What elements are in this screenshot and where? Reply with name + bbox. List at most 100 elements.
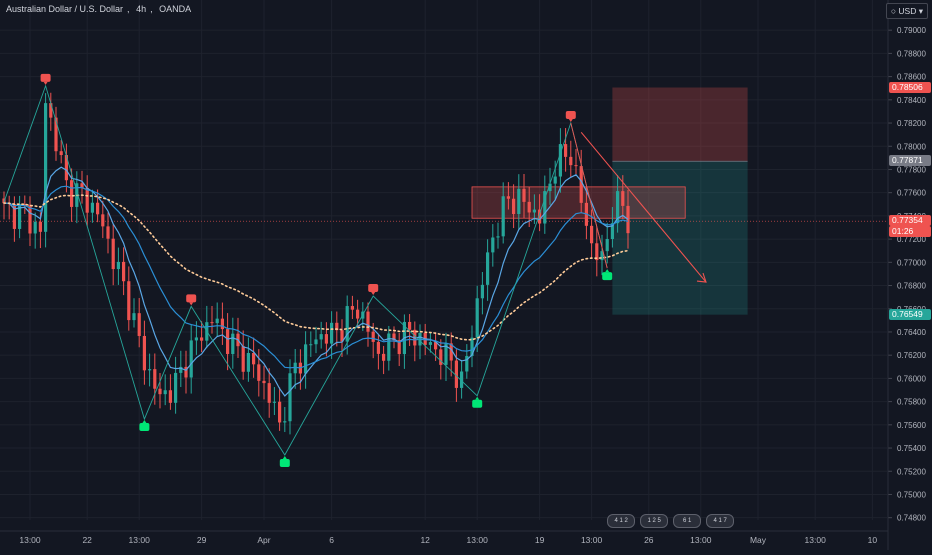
pivot-high-pointer <box>189 302 194 306</box>
candle-body <box>272 401 276 403</box>
countdown-tag: 01:26 <box>889 226 931 238</box>
symbol-header: Australian Dollar / U.S. Dollar, 4h, OAN… <box>6 4 192 14</box>
price-tag: 0.76549 <box>889 308 931 320</box>
y-tick-label: 0.76000 <box>897 374 926 383</box>
candle <box>288 359 292 435</box>
y-tick-label: 0.78400 <box>897 96 926 105</box>
pivot-high-pointer <box>43 81 48 85</box>
candle-body <box>465 355 469 372</box>
candle <box>486 239 490 301</box>
candle-body <box>564 144 568 157</box>
candle <box>122 247 126 296</box>
candle <box>148 353 152 387</box>
pivot-high-marker <box>40 73 51 82</box>
candle-body <box>387 333 391 361</box>
candle-body <box>512 198 516 215</box>
candle-body <box>434 342 438 350</box>
candle <box>101 200 105 239</box>
candle-body <box>116 261 120 270</box>
candle-body <box>158 388 162 395</box>
x-tick-label: 13:00 <box>19 535 41 545</box>
pivot-low-marker <box>279 459 290 467</box>
candle-body <box>122 261 126 282</box>
candle <box>236 317 240 358</box>
candle <box>501 182 505 244</box>
candle-body <box>439 349 443 365</box>
candle-body <box>350 306 354 310</box>
pivot-high-marker <box>368 283 379 292</box>
candle-body <box>480 284 484 299</box>
candle <box>480 272 484 315</box>
candle-body <box>579 166 583 203</box>
pivot-high-marker <box>565 111 576 120</box>
candle <box>184 350 188 394</box>
candle-body <box>527 201 531 213</box>
y-tick-label: 0.75200 <box>897 467 926 476</box>
pivot-low-pointer <box>475 396 480 400</box>
candle <box>314 326 318 354</box>
candle <box>44 93 48 248</box>
candle <box>506 182 510 210</box>
candle <box>33 212 37 249</box>
candle-body <box>376 341 380 354</box>
candle <box>137 298 141 348</box>
candlesticks <box>2 92 630 435</box>
candle <box>522 173 526 218</box>
exchange-label: OANDA <box>159 4 192 14</box>
candle-body <box>324 334 328 344</box>
candle-body <box>475 298 479 338</box>
candle-body <box>64 155 68 181</box>
candle <box>257 349 261 397</box>
candle-body <box>246 352 250 372</box>
candle <box>246 337 250 382</box>
zigzag-pattern <box>3 73 707 467</box>
candle-body <box>621 191 625 206</box>
y-tick-label: 0.75000 <box>897 490 926 499</box>
candle-body <box>590 225 594 244</box>
candle <box>231 317 235 369</box>
candle-body <box>626 205 630 234</box>
y-tick-label: 0.78800 <box>897 49 926 58</box>
candle <box>512 184 516 229</box>
event-flag-icon[interactable]: 4 1 7 <box>706 514 735 528</box>
candle <box>158 372 162 409</box>
candle <box>595 227 599 277</box>
candle <box>220 302 224 345</box>
candle <box>470 325 474 368</box>
candle <box>252 337 256 378</box>
candle-body <box>309 344 313 346</box>
candle-body <box>517 188 521 215</box>
candle <box>543 175 547 234</box>
candle-body <box>163 390 167 395</box>
event-flag-icon[interactable]: 1 2 5 <box>640 514 669 528</box>
zigzag-last-leg <box>570 122 608 269</box>
candle-body <box>90 202 94 213</box>
candle-body <box>226 329 230 354</box>
candle <box>54 106 58 161</box>
candle <box>153 353 157 405</box>
candle-body <box>257 364 261 381</box>
x-tick-label: 29 <box>197 535 207 545</box>
economic-events: 4 1 2 1 2 5 6 1 4 1 7 <box>607 514 735 528</box>
currency-dropdown[interactable]: ○ USD ▾ <box>885 3 928 19</box>
candle <box>350 295 354 319</box>
candle-body <box>267 383 271 403</box>
event-flag-icon[interactable]: 4 1 2 <box>607 514 636 528</box>
event-flag-icon[interactable]: 6 1 <box>673 514 702 528</box>
candle-body <box>506 196 510 199</box>
candle-body <box>397 340 401 355</box>
y-tick-label: 0.75800 <box>897 398 926 407</box>
stop-loss-zone <box>612 87 748 162</box>
candle <box>2 191 6 220</box>
candle-body <box>569 156 573 166</box>
candle <box>616 175 620 233</box>
x-tick-label: 22 <box>82 535 92 545</box>
candle-body <box>371 331 375 342</box>
candle-body <box>179 366 183 373</box>
candle <box>85 175 89 227</box>
candle-body <box>44 103 48 232</box>
candle-body <box>49 103 53 118</box>
lock-icon: ○ <box>890 6 897 16</box>
